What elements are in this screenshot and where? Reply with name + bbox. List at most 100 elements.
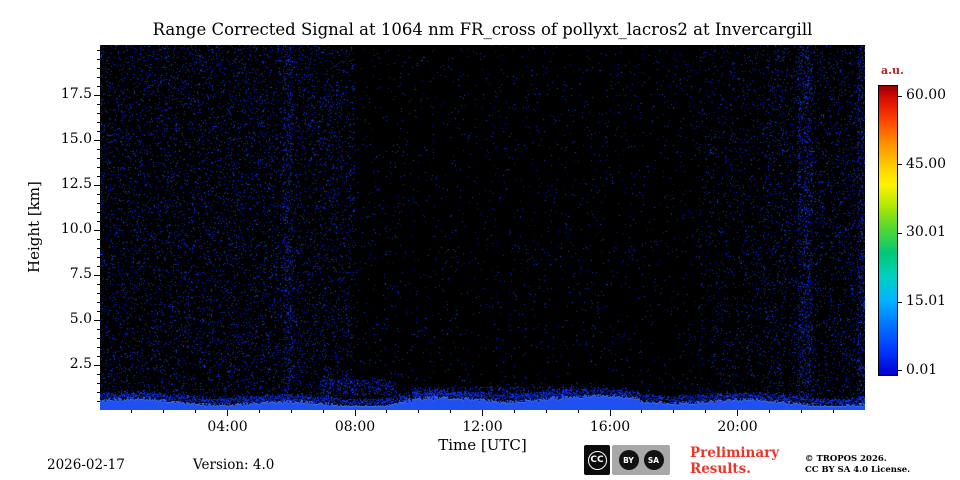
y-major-tick xyxy=(94,319,100,321)
copyright-label: © TROPOS 2026. CC BY SA 4.0 License. xyxy=(805,454,910,476)
colorbar: 60.00 45.00 30.01 15.01 0.01 xyxy=(878,85,946,378)
x-major-tick xyxy=(227,410,228,416)
y-minor-tick xyxy=(97,382,100,384)
copyright-line-2: CC BY SA 4.0 License. xyxy=(805,465,911,476)
x-minor-tick xyxy=(450,410,452,413)
x-minor-tick xyxy=(386,410,388,413)
x-tick-label: 16:00 xyxy=(589,419,631,435)
y-minor-tick xyxy=(97,355,100,357)
y-minor-tick xyxy=(97,265,100,267)
x-minor-tick xyxy=(705,410,707,413)
x-tick-label: 12:00 xyxy=(462,419,503,435)
x-minor-tick xyxy=(418,410,420,413)
x-minor-tick xyxy=(163,410,165,413)
y-tick-label: 12.5 xyxy=(60,176,92,193)
colorbar-tick xyxy=(898,232,902,234)
x-minor-tick xyxy=(195,410,197,413)
colorbar-tick-label: 30.01 xyxy=(906,224,947,241)
y-tick-label: 2.5 xyxy=(69,356,92,373)
y-major-tick xyxy=(94,364,100,366)
y-minor-tick xyxy=(97,175,100,177)
colorbar-tick xyxy=(898,95,902,97)
y-major-tick xyxy=(94,229,100,231)
x-minor-tick xyxy=(641,410,643,413)
chart-title: Range Corrected Signal at 1064 nm FR_cro… xyxy=(152,20,813,39)
y-tick-label: 10.0 xyxy=(60,221,92,238)
version-label: Version: 4.0 xyxy=(193,457,275,473)
y-minor-tick xyxy=(97,85,100,87)
preliminary-results-label: Preliminary Results. xyxy=(690,445,780,477)
y-minor-tick xyxy=(97,121,100,123)
date-label: 2026-02-17 xyxy=(47,457,125,473)
y-minor-tick xyxy=(97,49,100,51)
heatmap-canvas xyxy=(100,45,865,410)
y-minor-tick xyxy=(97,130,100,132)
x-minor-tick xyxy=(322,410,324,413)
y-minor-tick xyxy=(97,391,100,393)
y-minor-tick xyxy=(97,112,100,114)
colorbar-tick xyxy=(898,164,902,166)
y-minor-tick xyxy=(97,148,100,150)
x-major-tick xyxy=(609,410,611,416)
x-major-tick xyxy=(737,410,738,416)
preliminary-line-2: Results. xyxy=(690,460,751,477)
x-tick-label: 20:00 xyxy=(717,419,758,435)
y-tick-label: 5.0 xyxy=(69,311,92,328)
y-tick-label: 7.5 xyxy=(69,266,92,283)
y-minor-tick xyxy=(97,157,100,159)
y-tick-label: 17.5 xyxy=(60,86,92,103)
colorbar-tick-label: 60.00 xyxy=(906,87,947,104)
x-minor-tick xyxy=(673,410,675,413)
colorbar-tick xyxy=(898,370,902,372)
y-minor-tick xyxy=(97,256,100,258)
y-minor-tick xyxy=(97,166,100,168)
x-axis-label: Time [UTC] xyxy=(438,436,527,454)
cc-sa-icon: SA xyxy=(643,450,664,470)
x-minor-tick xyxy=(258,410,260,413)
y-minor-tick xyxy=(97,292,100,294)
x-minor-tick xyxy=(577,410,579,413)
y-minor-tick xyxy=(97,238,100,240)
x-minor-tick xyxy=(800,410,802,413)
x-minor-tick xyxy=(290,410,292,413)
y-minor-tick xyxy=(97,328,100,330)
cc-by-icon: BY xyxy=(618,450,639,470)
plot-area: 04:00 08:00 12:00 16:00 20:00 17.5 15.0 12.5 10.… xyxy=(61,45,865,435)
y-minor-tick xyxy=(97,103,100,105)
y-minor-tick xyxy=(97,193,100,195)
y-minor-tick xyxy=(97,67,100,69)
y-minor-tick xyxy=(97,337,100,339)
x-major-tick xyxy=(482,410,483,416)
y-minor-tick xyxy=(97,283,100,285)
cc-circle-icon: CC xyxy=(587,450,607,470)
y-minor-tick xyxy=(97,76,100,78)
x-tick-label: 04:00 xyxy=(207,419,248,435)
y-minor-tick xyxy=(97,310,100,312)
x-minor-tick xyxy=(513,410,515,413)
y-minor-tick xyxy=(97,211,100,213)
y-tick-label: 15.0 xyxy=(60,131,92,148)
x-minor-tick xyxy=(832,410,834,413)
cc-by-sa-icons: BY SA xyxy=(612,445,670,475)
y-minor-tick xyxy=(97,400,100,402)
copyright-line-1: © TROPOS 2026. xyxy=(805,454,887,464)
y-minor-tick xyxy=(97,373,100,375)
cc-logo-icon: CC xyxy=(584,445,610,475)
y-minor-tick xyxy=(97,202,100,204)
y-major-tick xyxy=(94,139,100,141)
x-minor-tick xyxy=(545,410,547,413)
x-minor-tick xyxy=(768,410,770,413)
y-major-tick xyxy=(94,184,100,186)
x-minor-tick xyxy=(131,410,133,413)
y-minor-tick xyxy=(97,346,100,348)
colorbar-unit-label: a.u. xyxy=(881,64,904,77)
colorbar-tick-label: 0.01 xyxy=(906,361,938,378)
x-major-tick xyxy=(354,410,356,416)
colorbar-tick-label: 45.00 xyxy=(906,155,947,172)
preliminary-line-1: Preliminary xyxy=(690,445,780,461)
y-major-tick xyxy=(94,274,100,276)
y-minor-tick xyxy=(97,247,100,249)
y-axis-label: Height [km] xyxy=(25,181,43,274)
y-minor-tick xyxy=(97,58,100,60)
